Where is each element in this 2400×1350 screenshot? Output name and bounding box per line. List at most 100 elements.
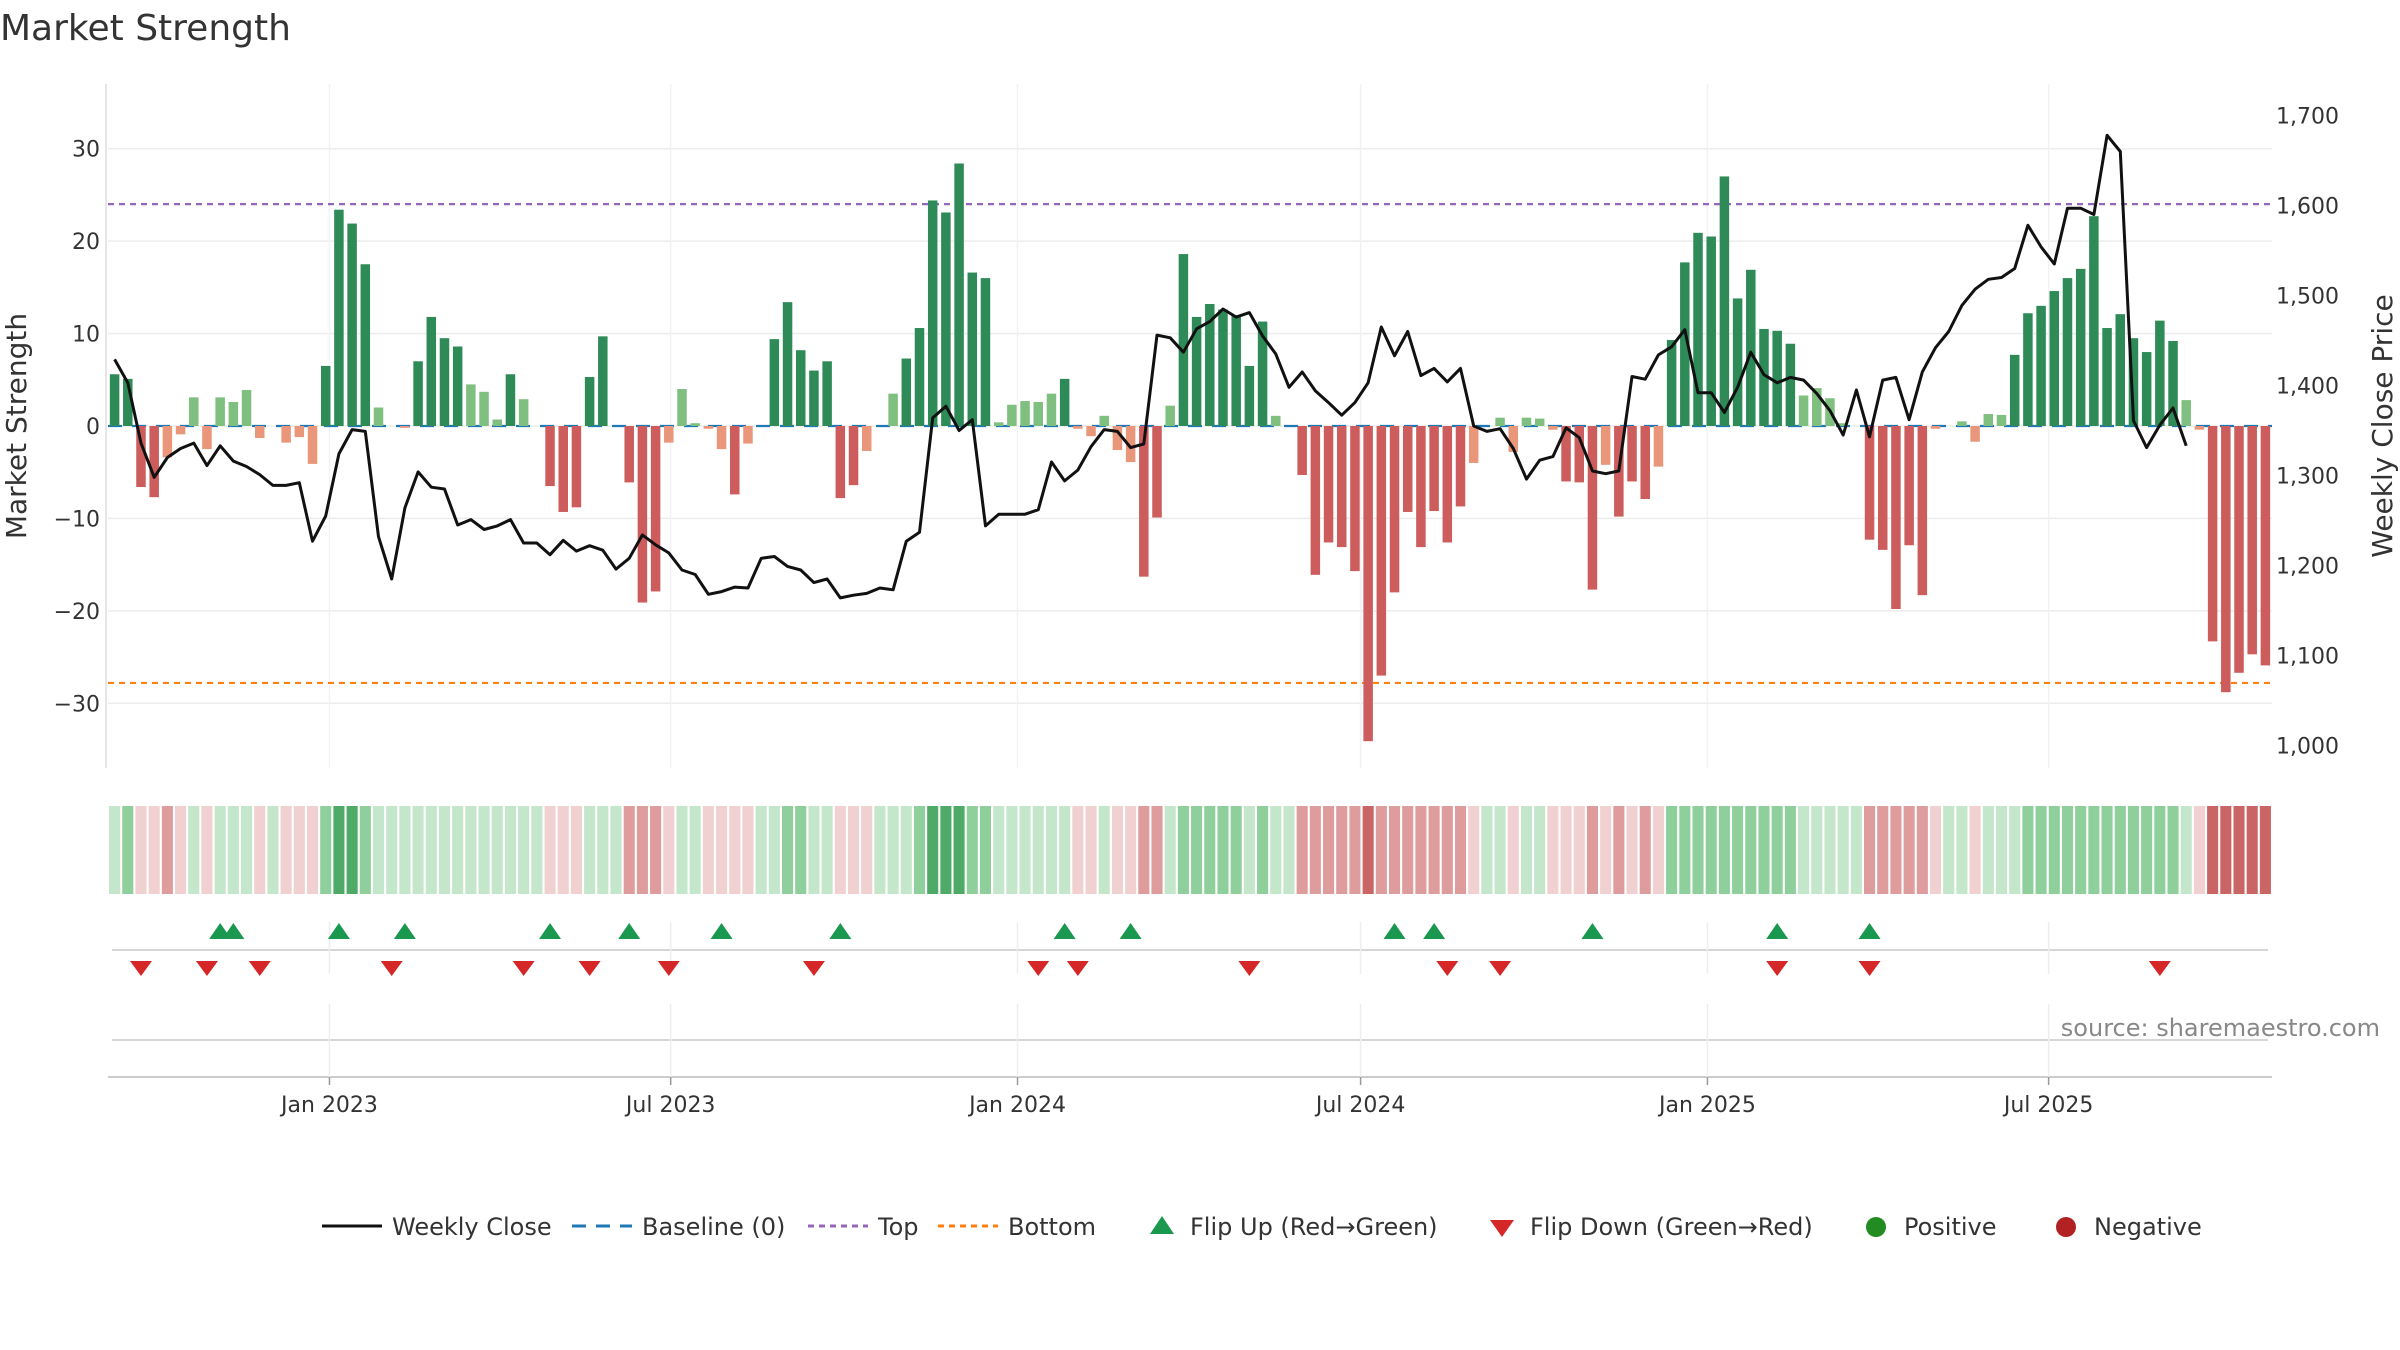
strength-band-cell	[993, 806, 1005, 894]
strength-bar	[175, 426, 186, 435]
strength-bar	[2247, 426, 2257, 655]
strength-band-cell	[1943, 806, 1955, 894]
strength-band-cell	[135, 806, 147, 894]
strength-band-cell	[623, 806, 635, 894]
flip-up-marker	[327, 923, 350, 939]
strength-band-cell	[1283, 806, 1295, 894]
left-tick-label: 0	[86, 415, 100, 440]
strength-band-cell	[940, 806, 952, 894]
strength-bar	[1600, 426, 1611, 465]
strength-bar	[2141, 352, 2152, 426]
strength-bar	[189, 397, 199, 426]
strength-band-cell	[1837, 806, 1849, 894]
strength-bar	[1455, 426, 1466, 507]
strength-bar	[466, 384, 476, 426]
strength-band-cell	[478, 806, 490, 894]
strength-band-cell	[1032, 806, 1044, 894]
strength-bar	[1495, 417, 1505, 426]
strength-band-cell	[1388, 806, 1401, 894]
strength-band-cell	[2127, 806, 2139, 894]
strength-band-cell	[2061, 806, 2074, 894]
strength-bar	[307, 426, 318, 464]
strength-bar	[347, 223, 357, 426]
strength-bar	[1508, 426, 1519, 452]
strength-band-cell	[2207, 806, 2219, 894]
strength-bar	[993, 422, 1004, 426]
strength-bar	[373, 407, 384, 426]
flip-up-marker	[1858, 923, 1881, 939]
strength-band-cell	[966, 806, 978, 894]
strength-bar	[1099, 415, 1109, 426]
strength-bar	[1587, 426, 1598, 590]
strength-band-cell	[320, 806, 332, 894]
flip-up-marker	[618, 923, 641, 939]
strength-band-cell	[1956, 806, 1968, 894]
strength-bar	[2023, 313, 2033, 426]
strength-bar	[413, 361, 423, 426]
strength-bar	[1864, 426, 1875, 540]
strength-bar	[1798, 395, 1809, 426]
strength-bar	[1561, 426, 1571, 482]
strength-band-cell	[2009, 806, 2021, 894]
strength-bar	[1310, 426, 1321, 575]
strength-bar	[1125, 426, 1136, 463]
x-tick-label: Jul 2023	[624, 1093, 716, 1118]
x-tick-label: Jan 2023	[279, 1093, 378, 1118]
strength-band-cell	[1296, 806, 1308, 894]
strength-bar	[1653, 426, 1664, 467]
strength-band-cell	[2193, 806, 2205, 894]
strength-band-cell	[1468, 806, 1480, 894]
flip-up-marker	[1383, 923, 1406, 939]
strength-bar	[2075, 268, 2086, 426]
strength-bar	[2155, 320, 2165, 426]
strength-band-cell	[1560, 806, 1572, 894]
strength-bar	[716, 426, 727, 450]
strength-band-cell	[2035, 806, 2047, 894]
flip-down-marker	[2148, 961, 2171, 976]
strength-bar	[1244, 365, 1255, 426]
strength-bar	[2168, 340, 2178, 426]
strength-bar	[677, 389, 687, 426]
strength-bar	[241, 389, 252, 426]
strength-bar	[637, 426, 648, 603]
strength-band-cell	[676, 806, 688, 894]
strength-bar	[1627, 426, 1637, 482]
strength-bar	[650, 426, 661, 592]
strength-band-cell	[1692, 806, 1704, 894]
strength-bar	[1073, 426, 1083, 429]
flip-up-marker	[393, 923, 416, 939]
strength-bar	[1165, 405, 1175, 426]
strength-band-cell	[1217, 806, 1229, 894]
strength-band-cell	[861, 806, 873, 894]
strength-band-cell	[122, 806, 134, 894]
strength-band-cell	[953, 806, 965, 894]
strength-band-cell	[438, 806, 451, 894]
strength-band-cell	[293, 806, 305, 894]
strength-bar	[1666, 340, 1677, 426]
flip-down-marker	[380, 961, 403, 976]
right-tick-label: 1,700	[2276, 105, 2339, 130]
strength-band-cell	[1995, 806, 2008, 894]
strength-bar	[1680, 262, 1690, 426]
strength-bar	[901, 358, 912, 426]
strength-band-cell	[1666, 806, 1678, 894]
strength-band-cell	[1415, 806, 1427, 894]
strength-bar	[743, 426, 753, 444]
strength-band-cell	[650, 806, 662, 894]
strength-band-cell	[636, 806, 648, 894]
strength-band-cell	[979, 806, 992, 894]
strength-bar	[888, 393, 898, 426]
x-tick-label: Jan 2024	[967, 1093, 1066, 1118]
strength-band-cell	[1520, 806, 1533, 894]
strength-bar	[980, 278, 991, 426]
strength-band-cell	[768, 806, 780, 894]
strength-band-cell	[1454, 806, 1467, 894]
strength-band-cell	[1969, 806, 1981, 894]
strength-band-cell	[821, 806, 833, 894]
left-tick-label: −20	[54, 600, 100, 625]
legend-triangle-down-icon	[1490, 1220, 1514, 1237]
strength-band-cell	[1428, 806, 1440, 894]
strength-bar	[624, 426, 634, 483]
strength-band-cell	[1098, 806, 1110, 894]
strength-bar	[2260, 426, 2271, 666]
